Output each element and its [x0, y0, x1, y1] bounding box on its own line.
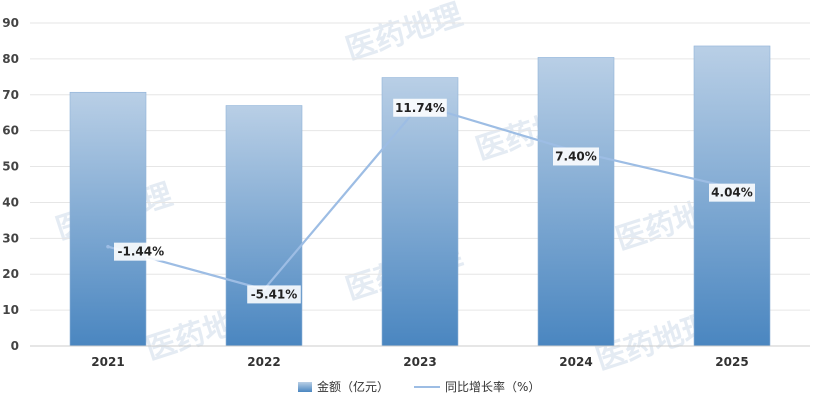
- legend-line-label: 同比增长率（%）: [445, 379, 540, 394]
- x-tick-label: 2022: [247, 355, 280, 369]
- data-label: 4.04%: [711, 186, 753, 200]
- legend-bar-swatch: [298, 382, 312, 392]
- bar: [225, 105, 303, 347]
- watermark-text: 医药地理: [342, 0, 467, 68]
- x-tick-label: 2023: [403, 355, 436, 369]
- y-tick-label: 20: [2, 267, 19, 281]
- y-tick-label: 30: [2, 231, 19, 245]
- y-tick-label: 80: [2, 52, 19, 66]
- y-tick-label: 50: [2, 160, 19, 174]
- x-tick-label: 2024: [559, 355, 592, 369]
- data-label: -1.44%: [117, 245, 164, 259]
- bar: [537, 57, 615, 347]
- data-label-bg: [247, 285, 301, 304]
- y-tick-label: 70: [2, 88, 19, 102]
- y-tick-label: 0: [11, 339, 19, 353]
- y-tick-label: 60: [2, 124, 19, 138]
- x-tick-label: 2021: [91, 355, 124, 369]
- data-label: -5.41%: [251, 287, 298, 301]
- y-tick-label: 40: [2, 195, 19, 209]
- data-label-bg: [114, 242, 168, 261]
- y-axis: 0 10 20 30 40 50 60 70 80 90: [2, 16, 19, 353]
- bar: [381, 77, 459, 347]
- data-label: 11.74%: [395, 101, 445, 115]
- data-label-bg: [393, 98, 447, 117]
- line-series: -1.44% -5.41% 11.74% 7.40% 4.04%: [106, 98, 755, 304]
- line-point: [106, 244, 110, 249]
- y-tick-label: 10: [2, 303, 19, 317]
- bar: [69, 91, 147, 347]
- data-label: 7.40%: [555, 149, 597, 163]
- legend: 金额（亿元） 同比增长率（%）: [298, 379, 540, 394]
- x-tick-label: 2025: [715, 355, 748, 369]
- x-axis: 2021 2022 2023 2024 2025: [30, 345, 810, 369]
- data-label-bg: [553, 147, 599, 166]
- data-label-bg: [709, 183, 755, 202]
- legend-bar-label: 金额（亿元）: [317, 379, 389, 394]
- bar-series: [69, 45, 771, 347]
- y-tick-label: 90: [2, 16, 19, 30]
